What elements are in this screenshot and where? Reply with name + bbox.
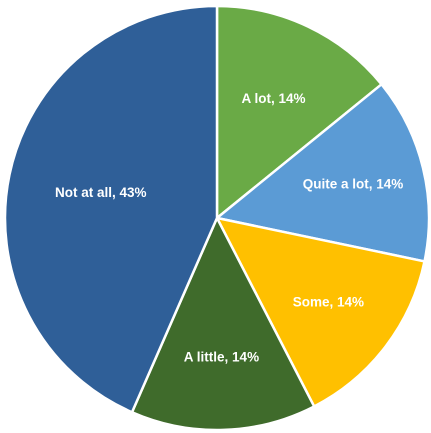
data-label-not-at-all: Not at all, 43% xyxy=(55,185,147,200)
data-label-a-lot: A lot, 14% xyxy=(241,91,305,106)
slice-a-lot xyxy=(215,4,383,220)
slice-quite-a-lot xyxy=(215,83,431,263)
data-label-some: Some, 14% xyxy=(293,294,364,309)
data-label-quite-a-lot: Quite a lot, 14% xyxy=(303,177,404,192)
pie-labels: A lot, 14% Quite a lot, 14% Some, 14% A lit… xyxy=(55,91,403,365)
pie-slices xyxy=(3,4,431,432)
slice-a-little xyxy=(130,216,316,432)
slice-some xyxy=(215,216,426,408)
data-label-a-little: A little, 14% xyxy=(184,349,259,364)
slice-not-at-all xyxy=(3,4,219,414)
